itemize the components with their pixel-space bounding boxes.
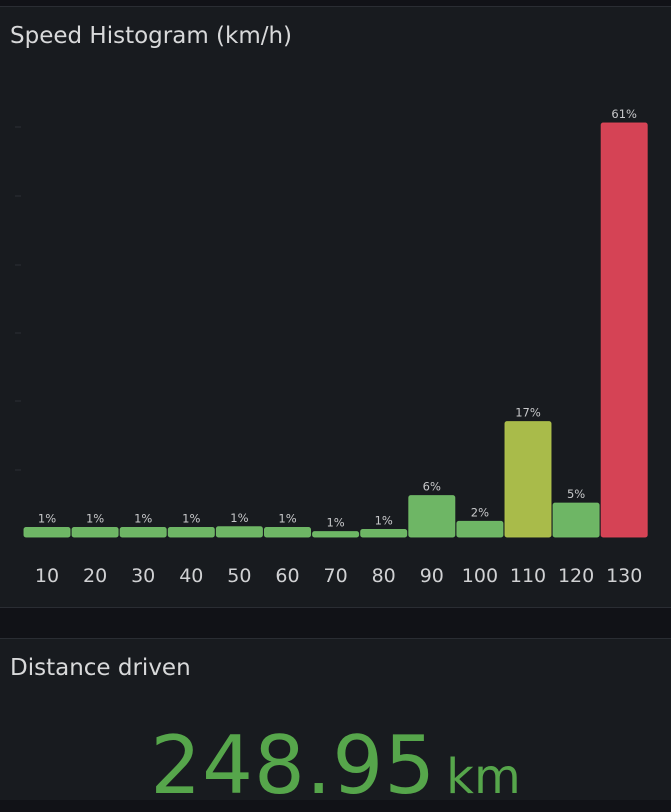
x-tick-label-130: 130 bbox=[606, 565, 642, 587]
x-tick-label-110: 110 bbox=[510, 565, 546, 587]
distance-driven-panel: Distance driven 248.95 km bbox=[0, 638, 671, 812]
bar-value-label-130: 61% bbox=[611, 107, 637, 121]
x-tick-label-40: 40 bbox=[179, 565, 203, 587]
x-tick-label-10: 10 bbox=[35, 565, 59, 587]
bar-value-label-20: 1% bbox=[86, 512, 104, 526]
histogram-bar-130[interactable] bbox=[600, 122, 648, 538]
histogram-bar-40[interactable] bbox=[167, 527, 215, 538]
x-tick-label-50: 50 bbox=[227, 565, 251, 587]
bar-value-label-120: 5% bbox=[567, 487, 585, 501]
histogram-bar-30[interactable] bbox=[119, 527, 167, 538]
bar-value-label-40: 1% bbox=[182, 512, 200, 526]
bar-value-label-90: 6% bbox=[423, 480, 441, 494]
histogram-bar-90[interactable] bbox=[408, 495, 456, 538]
bar-value-label-60: 1% bbox=[278, 512, 296, 526]
x-tick-label-90: 90 bbox=[420, 565, 444, 587]
bar-value-label-70: 1% bbox=[326, 516, 344, 530]
bar-value-label-30: 1% bbox=[134, 512, 152, 526]
x-tick-label-20: 20 bbox=[83, 565, 107, 587]
x-tick-label-100: 100 bbox=[462, 565, 498, 587]
histogram-bar-20[interactable] bbox=[71, 527, 119, 538]
x-tick-label-80: 80 bbox=[372, 565, 396, 587]
distance-stat: 248.95 km bbox=[0, 719, 671, 812]
distance-panel-title: Distance driven bbox=[10, 655, 191, 681]
x-tick-label-120: 120 bbox=[558, 565, 594, 587]
x-tick-label-70: 70 bbox=[324, 565, 348, 587]
histogram-bar-70[interactable] bbox=[312, 531, 360, 538]
speed-histogram-panel: Speed Histogram (km/h) 1% 10 1% 20 1% 30 1% 40 1… bbox=[0, 6, 671, 608]
histogram-bar-100[interactable] bbox=[456, 520, 504, 538]
bar-value-label-100: 2% bbox=[471, 505, 489, 519]
distance-value: 248.95 bbox=[150, 719, 437, 812]
histogram-bar-110[interactable] bbox=[504, 421, 552, 538]
histogram-bar-60[interactable] bbox=[264, 527, 311, 538]
bar-value-label-50: 1% bbox=[230, 511, 248, 525]
histogram-bar-50[interactable] bbox=[215, 526, 263, 538]
bar-value-label-10: 1% bbox=[38, 512, 56, 526]
histogram-bar-10[interactable] bbox=[23, 527, 71, 538]
bar-value-label-80: 1% bbox=[375, 514, 393, 528]
x-tick-label-60: 60 bbox=[275, 565, 299, 587]
speed-histogram-chart: 1% 10 1% 20 1% 30 1% 40 1% 50 1% 60 1% 70 1% 80 6% 90 2% 10… bbox=[15, 107, 648, 587]
distance-unit: km bbox=[446, 749, 521, 805]
histogram-bar-80[interactable] bbox=[360, 529, 408, 538]
histogram-panel-title: Speed Histogram (km/h) bbox=[10, 23, 293, 49]
x-tick-label-30: 30 bbox=[131, 565, 155, 587]
bar-value-label-110: 17% bbox=[515, 406, 541, 420]
histogram-bar-120[interactable] bbox=[552, 502, 600, 538]
